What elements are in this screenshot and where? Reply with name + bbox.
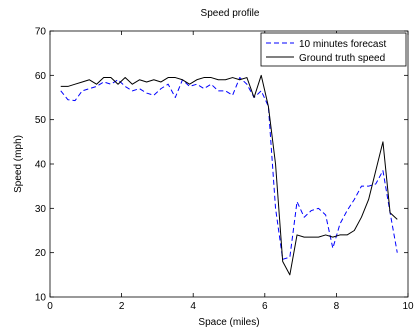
y-tick-label: 60 xyxy=(35,71,47,82)
series-line-ground-truth xyxy=(60,74,398,276)
y-tick-label: 40 xyxy=(35,160,47,171)
x-axis-label: Space (miles) xyxy=(198,317,259,328)
x-tick-label: 2 xyxy=(119,301,125,312)
chart-title: Speed profile xyxy=(201,8,260,19)
legend: 10 minutes forecast Ground truth speed xyxy=(260,32,407,67)
ticks-layer: 0 2 4 6 8 10 10 20 30 40 50 60 70 xyxy=(35,27,414,313)
x-tick-label: 6 xyxy=(262,301,268,312)
y-tick-label: 20 xyxy=(35,248,47,259)
legend-label-ground-truth: Ground truth speed xyxy=(299,53,385,64)
legend-label-forecast: 10 minutes forecast xyxy=(299,39,386,50)
x-tick-label: 0 xyxy=(47,301,53,312)
y-tick-label: 50 xyxy=(35,115,47,126)
y-tick-label: 70 xyxy=(35,27,47,38)
x-tick-label: 10 xyxy=(402,301,414,312)
y-tick-label: 30 xyxy=(35,204,47,215)
x-tick-label: 4 xyxy=(190,301,196,312)
legend-box xyxy=(260,32,407,67)
series-line-forecast xyxy=(60,77,398,260)
series-layer xyxy=(60,74,398,276)
x-tick-label: 8 xyxy=(334,301,340,312)
y-tick-label: 10 xyxy=(35,293,47,304)
y-axis-label: Speed (mph) xyxy=(13,135,24,193)
